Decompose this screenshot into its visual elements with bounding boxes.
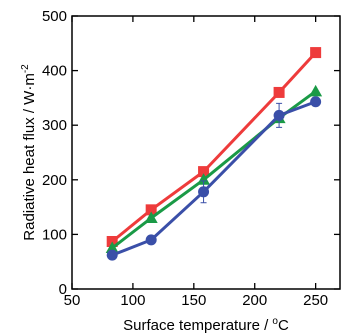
y-tick-label: 500 (42, 8, 67, 25)
data-point-square (310, 47, 322, 59)
x-tick-label: 200 (242, 292, 267, 309)
data-point-square (106, 235, 118, 247)
x-tick-label: 250 (303, 292, 328, 309)
data-point-triangle (309, 84, 323, 97)
x-tick-label: 150 (181, 292, 206, 309)
data-point-triangle (144, 211, 158, 224)
y-tick-label: 400 (42, 63, 67, 80)
data-point-triangle (197, 173, 211, 185)
data-point-circle (198, 186, 210, 198)
y-tick-label: 200 (42, 172, 67, 189)
x-axis-title: Surface temperature / oC (123, 316, 289, 333)
series-circle (106, 96, 322, 261)
series-line-circle (111, 100, 317, 257)
y-tick-label: 300 (42, 117, 67, 134)
y-axis-label-text: Radiative heat flux / W·m (21, 73, 38, 241)
series-line-square (111, 51, 317, 243)
data-point-circle (273, 109, 285, 121)
data-point-square (145, 204, 157, 216)
y-axis-unit-exponent: -2 (20, 64, 31, 73)
data-point-square (273, 86, 285, 98)
plot-frame (71, 15, 341, 290)
y-tick-label: 0 (59, 281, 67, 298)
data-point-circle (106, 249, 118, 261)
data-point-triangle (105, 241, 119, 254)
axis-ticks: 50 100 150 200 250 0 100 200 300 400 500 (42, 8, 340, 309)
data-point-circle (145, 234, 157, 246)
y-tick-label: 100 (42, 226, 67, 243)
series-square (106, 47, 322, 247)
y-axis-title: Radiative heat flux / W·m-2 (20, 64, 38, 241)
data-point-square (198, 166, 210, 178)
plot-area (105, 47, 323, 261)
x-axis-label-text: Surface temperature / (123, 317, 272, 333)
data-point-circle (310, 96, 322, 108)
x-axis-unit-celsius: C (278, 317, 289, 333)
x-axis-unit-degree: o (272, 316, 278, 327)
series-line-triangle (111, 90, 317, 250)
x-tick-label: 50 (64, 292, 81, 309)
x-tick-label: 100 (120, 292, 145, 309)
